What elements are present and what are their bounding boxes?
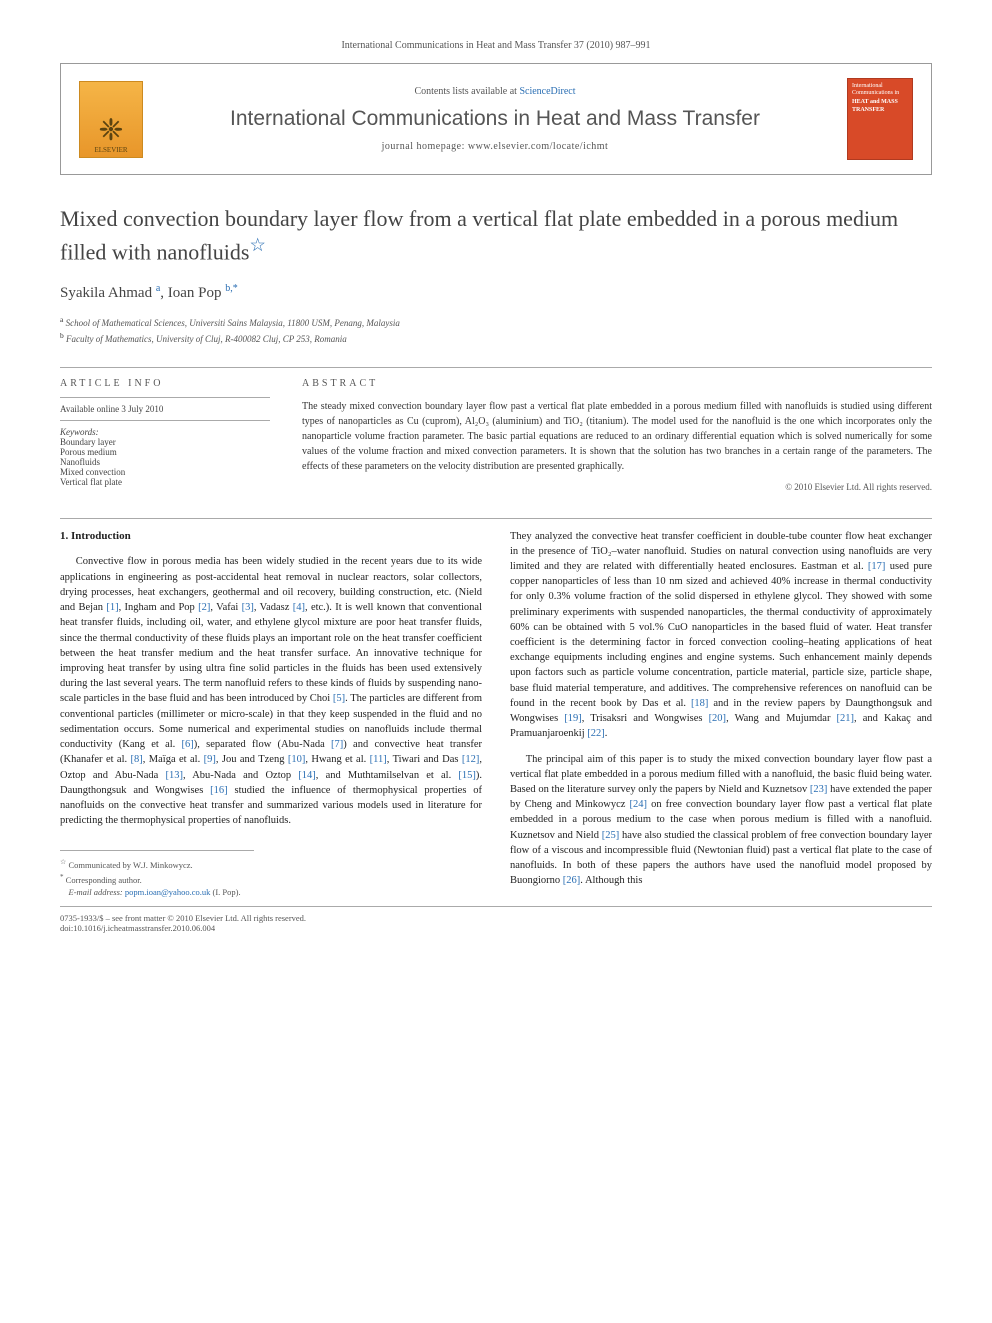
bottom-bar: 0735-1933/$ – see front matter © 2010 El…: [60, 906, 932, 933]
ref-link[interactable]: [8]: [131, 754, 143, 765]
ref-link[interactable]: [16]: [210, 785, 228, 796]
ref-link[interactable]: [13]: [166, 770, 184, 781]
keyword: Boundary layer: [60, 437, 270, 447]
author-1: Syakila Ahmad: [60, 285, 152, 301]
divider: [60, 367, 932, 368]
ref-link[interactable]: [21]: [837, 713, 855, 724]
homepage-prefix: journal homepage:: [382, 141, 468, 152]
journal-name: International Communications in Heat and…: [161, 107, 829, 131]
corresponding-note: Corresponding author.: [66, 874, 142, 884]
contents-prefix: Contents lists available at: [414, 86, 519, 97]
ref-link[interactable]: [12]: [462, 754, 480, 765]
keywords-label: Keywords:: [60, 427, 270, 437]
elsevier-label: ELSEVIER: [94, 146, 127, 154]
ref-link[interactable]: [11]: [370, 754, 387, 765]
affil-b: Faculty of Mathematics, University of Cl…: [66, 334, 347, 344]
author-2-affil: b,*: [225, 283, 238, 294]
body-column-right: They analyzed the convective heat transf…: [510, 529, 932, 898]
thumb-line1: International Communications in: [852, 83, 908, 97]
sciencedirect-link[interactable]: ScienceDirect: [519, 86, 575, 97]
article-title: Mixed convection boundary layer flow fro…: [60, 205, 932, 267]
ref-link[interactable]: [2]: [198, 602, 210, 613]
elsevier-tree-icon: ❈: [98, 116, 123, 146]
divider: [60, 518, 932, 519]
abstract-copyright: © 2010 Elsevier Ltd. All rights reserved…: [302, 482, 932, 492]
thumb-line2: HEAT and MASS TRANSFER: [852, 99, 908, 113]
abstract-header: abstract: [302, 378, 932, 389]
ref-link[interactable]: [20]: [709, 713, 727, 724]
ref-link[interactable]: [15]: [458, 770, 476, 781]
journal-header-box: ❈ ELSEVIER Contents lists available at S…: [60, 63, 932, 175]
ref-link[interactable]: [4]: [293, 602, 305, 613]
ref-link[interactable]: [17]: [868, 561, 886, 572]
footnotes: ☆ Communicated by W.J. Minkowycz. * Corr…: [60, 850, 254, 898]
ref-link[interactable]: [5]: [333, 693, 345, 704]
affiliations: a School of Mathematical Sciences, Unive…: [60, 314, 932, 347]
abstract-column: abstract The steady mixed convection bou…: [302, 378, 932, 492]
ref-link[interactable]: [25]: [602, 830, 620, 841]
body-paragraph: The principal aim of this paper is to st…: [510, 752, 932, 889]
keyword: Mixed convection: [60, 467, 270, 477]
ref-link[interactable]: [18]: [691, 698, 709, 709]
ref-link[interactable]: [6]: [182, 739, 194, 750]
doi-line: doi:10.1016/j.icheatmasstransfer.2010.06…: [60, 923, 932, 933]
abstract-text: The steady mixed convection boundary lay…: [302, 399, 932, 474]
email-link[interactable]: popm.ioan@yahoo.co.uk: [125, 887, 211, 897]
keyword: Porous medium: [60, 447, 270, 457]
email-suffix: (I. Pop).: [212, 887, 240, 897]
ref-link[interactable]: [24]: [630, 799, 648, 810]
section-title: Introduction: [71, 530, 131, 542]
keyword: Nanofluids: [60, 457, 270, 467]
communicated-note: Communicated by W.J. Minkowycz.: [68, 860, 192, 870]
ref-link[interactable]: [22]: [587, 728, 605, 739]
elsevier-logo: ❈ ELSEVIER: [79, 81, 143, 158]
contents-line: Contents lists available at ScienceDirec…: [161, 86, 829, 97]
ref-link[interactable]: [3]: [242, 602, 254, 613]
title-footnote-star[interactable]: ☆: [249, 235, 265, 255]
authors-line: Syakila Ahmad a, Ioan Pop b,*: [60, 283, 932, 302]
ref-link[interactable]: [19]: [564, 713, 582, 724]
body-paragraph: Convective flow in porous media has been…: [60, 554, 482, 828]
issn-line: 0735-1933/$ – see front matter © 2010 El…: [60, 913, 932, 923]
ref-link[interactable]: [7]: [331, 739, 343, 750]
ref-link[interactable]: [10]: [288, 754, 306, 765]
body-paragraph: They analyzed the convective heat transf…: [510, 529, 932, 742]
journal-cover-thumb: International Communications in HEAT and…: [847, 78, 913, 160]
author-1-affil: a: [156, 283, 160, 294]
ref-link[interactable]: [23]: [810, 784, 828, 795]
body-columns: 1. Introduction Convective flow in porou…: [60, 529, 932, 898]
homepage-line: journal homepage: www.elsevier.com/locat…: [161, 141, 829, 152]
ref-link[interactable]: [9]: [204, 754, 216, 765]
article-info-column: article info Available online 3 July 201…: [60, 378, 270, 492]
affil-a: School of Mathematical Sciences, Univers…: [66, 318, 400, 328]
email-label: E-mail address:: [69, 887, 123, 897]
running-header: International Communications in Heat and…: [60, 40, 932, 51]
title-text: Mixed convection boundary layer flow fro…: [60, 206, 898, 264]
author-2: Ioan Pop: [168, 285, 222, 301]
keyword: Vertical flat plate: [60, 477, 270, 487]
section-header: 1. Introduction: [60, 529, 482, 545]
available-online: Available online 3 July 2010: [60, 404, 270, 414]
ref-link[interactable]: [1]: [106, 602, 118, 613]
ref-link[interactable]: [14]: [298, 770, 316, 781]
ref-link[interactable]: [26]: [563, 875, 581, 886]
homepage-url[interactable]: www.elsevier.com/locate/ichmt: [468, 141, 608, 152]
article-info-header: article info: [60, 378, 270, 389]
body-column-left: 1. Introduction Convective flow in porou…: [60, 529, 482, 898]
section-number: 1.: [60, 530, 68, 542]
